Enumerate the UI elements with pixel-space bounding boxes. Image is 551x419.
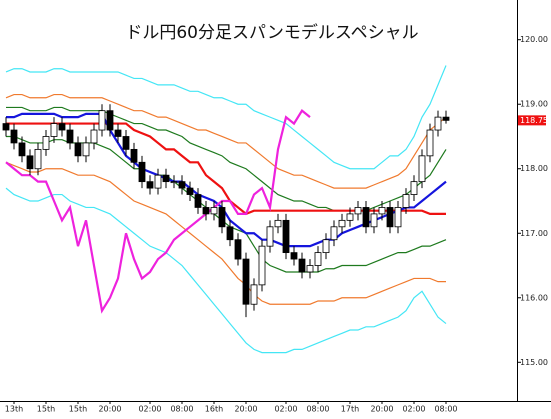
candle-body (26, 155, 34, 170)
candle-body (202, 207, 210, 215)
line-series (5, 187, 447, 354)
x-tick-label: 02:00 (138, 405, 161, 414)
candle-body (250, 284, 258, 305)
candle-body (194, 194, 202, 208)
candle-body (114, 129, 122, 137)
candle-body (218, 207, 226, 228)
line-series (5, 109, 311, 314)
candle-body (18, 142, 26, 157)
candle-body (386, 207, 394, 228)
y-tick-label: 115.00 (520, 358, 548, 367)
x-tick-label: 15th (69, 405, 87, 414)
line-series (6, 106, 447, 212)
x-tick-label: 20:00 (370, 405, 393, 414)
candle-body (394, 207, 402, 228)
candle-body (410, 181, 418, 195)
candle-body (170, 181, 178, 184)
line-series (6, 122, 446, 216)
candle-body (34, 148, 42, 170)
y-tick-label: 117.00 (520, 229, 548, 238)
candle-body (42, 136, 50, 150)
candle-body (242, 258, 250, 305)
candle-body (82, 142, 90, 157)
x-tick-label: 17th (341, 405, 359, 414)
candle-body (210, 207, 218, 215)
candle-body (298, 258, 306, 273)
candle-body (354, 207, 362, 215)
chart-title: ドル円60分足スパンモデルスペシャル (125, 22, 418, 43)
y-tick-label: 118.00 (520, 164, 548, 173)
candle-body (226, 226, 234, 241)
x-tick-label: 13th (5, 405, 23, 414)
line-series (5, 93, 447, 189)
candle-body (154, 174, 162, 189)
candle-body (274, 219, 282, 228)
candle-body (258, 245, 266, 286)
candle-body (186, 187, 194, 195)
candle-body (426, 129, 434, 157)
candle-body (50, 123, 58, 137)
candle-body (418, 155, 426, 183)
candle-body (10, 129, 18, 144)
candle-body (162, 174, 170, 183)
candle-body (442, 116, 450, 121)
candle-body (370, 213, 378, 228)
candle-body (290, 252, 298, 260)
candle-body (106, 110, 114, 131)
candle-body (90, 129, 98, 144)
x-tick-label: 16th (205, 405, 223, 414)
last-price-label: 118.75 (520, 116, 548, 125)
y-tick-label: 116.00 (520, 293, 548, 302)
candle-body (130, 148, 138, 163)
x-tick-label: 02:00 (402, 405, 425, 414)
y-tick-label: 120.00 (520, 35, 548, 44)
candle-body (2, 123, 10, 131)
candle-body (178, 181, 186, 189)
candle-body (346, 213, 354, 221)
candle-body (282, 219, 290, 254)
x-tick-label: 08:00 (170, 405, 193, 414)
candle-body (266, 226, 274, 247)
x-tick-label: 08:00 (306, 405, 329, 414)
candle-body (330, 226, 338, 241)
candle-body (122, 136, 130, 150)
line-series (5, 65, 447, 170)
x-tick-label: 20:00 (98, 405, 121, 414)
x-tick-label: 08:00 (434, 405, 457, 414)
candle-body (58, 123, 66, 131)
candle-body (234, 239, 242, 260)
x-tick-label: 02:00 (274, 405, 297, 414)
candle-body (146, 181, 154, 189)
candle-body (314, 252, 322, 266)
y-tick-label: 119.00 (520, 100, 548, 109)
candle-body (66, 129, 74, 144)
x-tick-label: 20:00 (234, 405, 257, 414)
candle-body (434, 116, 442, 131)
candle-body (338, 219, 346, 228)
candle-body (322, 239, 330, 254)
candle-body (362, 207, 370, 228)
last-price-box (518, 115, 546, 126)
candle-body (138, 161, 146, 183)
x-tick-label: 15th (37, 405, 55, 414)
line-series (5, 161, 446, 305)
candle-body (98, 110, 106, 131)
candle-body (306, 265, 314, 273)
candle-body (402, 194, 410, 208)
candle-body (74, 142, 82, 157)
candle-body (378, 207, 386, 215)
